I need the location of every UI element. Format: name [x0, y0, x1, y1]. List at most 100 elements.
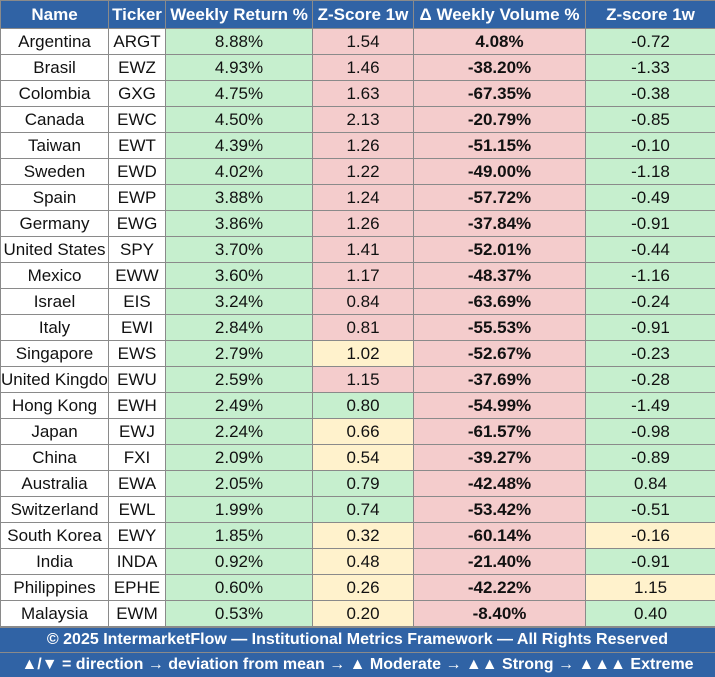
table-cell: 1.46 — [313, 55, 414, 81]
table-cell: South Korea — [1, 523, 109, 549]
table-cell: -1.18 — [586, 159, 715, 185]
table-cell: EWM — [109, 601, 166, 627]
table-cell: 1.99% — [166, 497, 313, 523]
table-cell: EWA — [109, 471, 166, 497]
table-cell: 2.13 — [313, 107, 414, 133]
column-header: Ticker — [109, 1, 166, 29]
table-cell: INDA — [109, 549, 166, 575]
table-cell: Spain — [1, 185, 109, 211]
table-cell: EPHE — [109, 575, 166, 601]
table-cell: EWP — [109, 185, 166, 211]
table-cell: -0.38 — [586, 81, 715, 107]
table-cell: 0.40 — [586, 601, 715, 627]
table-cell: Mexico — [1, 263, 109, 289]
table-cell: 3.86% — [166, 211, 313, 237]
table-cell: 1.15 — [586, 575, 715, 601]
table-cell: -39.27% — [414, 445, 586, 471]
table-cell: Australia — [1, 471, 109, 497]
table-cell: 2.05% — [166, 471, 313, 497]
table-cell: -20.79% — [414, 107, 586, 133]
table-cell: EWU — [109, 367, 166, 393]
table-cell: -42.22% — [414, 575, 586, 601]
table-cell: FXI — [109, 445, 166, 471]
table-cell: -0.10 — [586, 133, 715, 159]
table-cell: 1.26 — [313, 133, 414, 159]
table-cell: India — [1, 549, 109, 575]
table-cell: 3.24% — [166, 289, 313, 315]
table-cell: 2.79% — [166, 341, 313, 367]
table-cell: GXG — [109, 81, 166, 107]
table-cell: -0.51 — [586, 497, 715, 523]
table-cell: 4.08% — [414, 29, 586, 55]
table-cell: EWI — [109, 315, 166, 341]
table-cell: 1.41 — [313, 237, 414, 263]
footer-line: © 2025 IntermarketFlow — Institutional M… — [0, 627, 715, 652]
table-cell: China — [1, 445, 109, 471]
table-cell: -0.98 — [586, 419, 715, 445]
table-cell: 1.85% — [166, 523, 313, 549]
table-cell: 2.84% — [166, 315, 313, 341]
table-cell: Brasil — [1, 55, 109, 81]
table-cell: 8.88% — [166, 29, 313, 55]
table-cell: EWY — [109, 523, 166, 549]
table-cell: -55.53% — [414, 315, 586, 341]
table-cell: 0.66 — [313, 419, 414, 445]
table-cell: -67.35% — [414, 81, 586, 107]
table-cell: Colombia — [1, 81, 109, 107]
table-cell: -63.69% — [414, 289, 586, 315]
table-cell: -1.16 — [586, 263, 715, 289]
table-cell: 0.53% — [166, 601, 313, 627]
table-cell: Sweden — [1, 159, 109, 185]
table-cell: 1.15 — [313, 367, 414, 393]
table-cell: 0.92% — [166, 549, 313, 575]
table-cell: Malaysia — [1, 601, 109, 627]
table-cell: 2.24% — [166, 419, 313, 445]
table-cell: 0.20 — [313, 601, 414, 627]
column-header: Weekly Return % — [166, 1, 313, 29]
table-cell: 0.26 — [313, 575, 414, 601]
table-cell: -37.84% — [414, 211, 586, 237]
table-cell: 4.75% — [166, 81, 313, 107]
table-cell: Germany — [1, 211, 109, 237]
table-cell: -0.28 — [586, 367, 715, 393]
table-cell: -48.37% — [414, 263, 586, 289]
table-cell: EWG — [109, 211, 166, 237]
table-cell: -1.33 — [586, 55, 715, 81]
table-cell: EWZ — [109, 55, 166, 81]
table-cell: -42.48% — [414, 471, 586, 497]
table-cell: 0.81 — [313, 315, 414, 341]
table-cell: 4.02% — [166, 159, 313, 185]
table-cell: 1.17 — [313, 263, 414, 289]
table-cell: 0.79 — [313, 471, 414, 497]
table-cell: EWL — [109, 497, 166, 523]
table-cell: Taiwan — [1, 133, 109, 159]
table-cell: EWW — [109, 263, 166, 289]
table-cell: -0.91 — [586, 549, 715, 575]
table-cell: United Kingdom — [1, 367, 109, 393]
table-cell: Canada — [1, 107, 109, 133]
table-cell: 1.54 — [313, 29, 414, 55]
table-cell: -61.57% — [414, 419, 586, 445]
table-cell: Switzerland — [1, 497, 109, 523]
table-cell: 0.80 — [313, 393, 414, 419]
table-cell: -52.01% — [414, 237, 586, 263]
table-cell: 1.24 — [313, 185, 414, 211]
table-cell: EWH — [109, 393, 166, 419]
table-cell: -37.69% — [414, 367, 586, 393]
table-cell: -52.67% — [414, 341, 586, 367]
